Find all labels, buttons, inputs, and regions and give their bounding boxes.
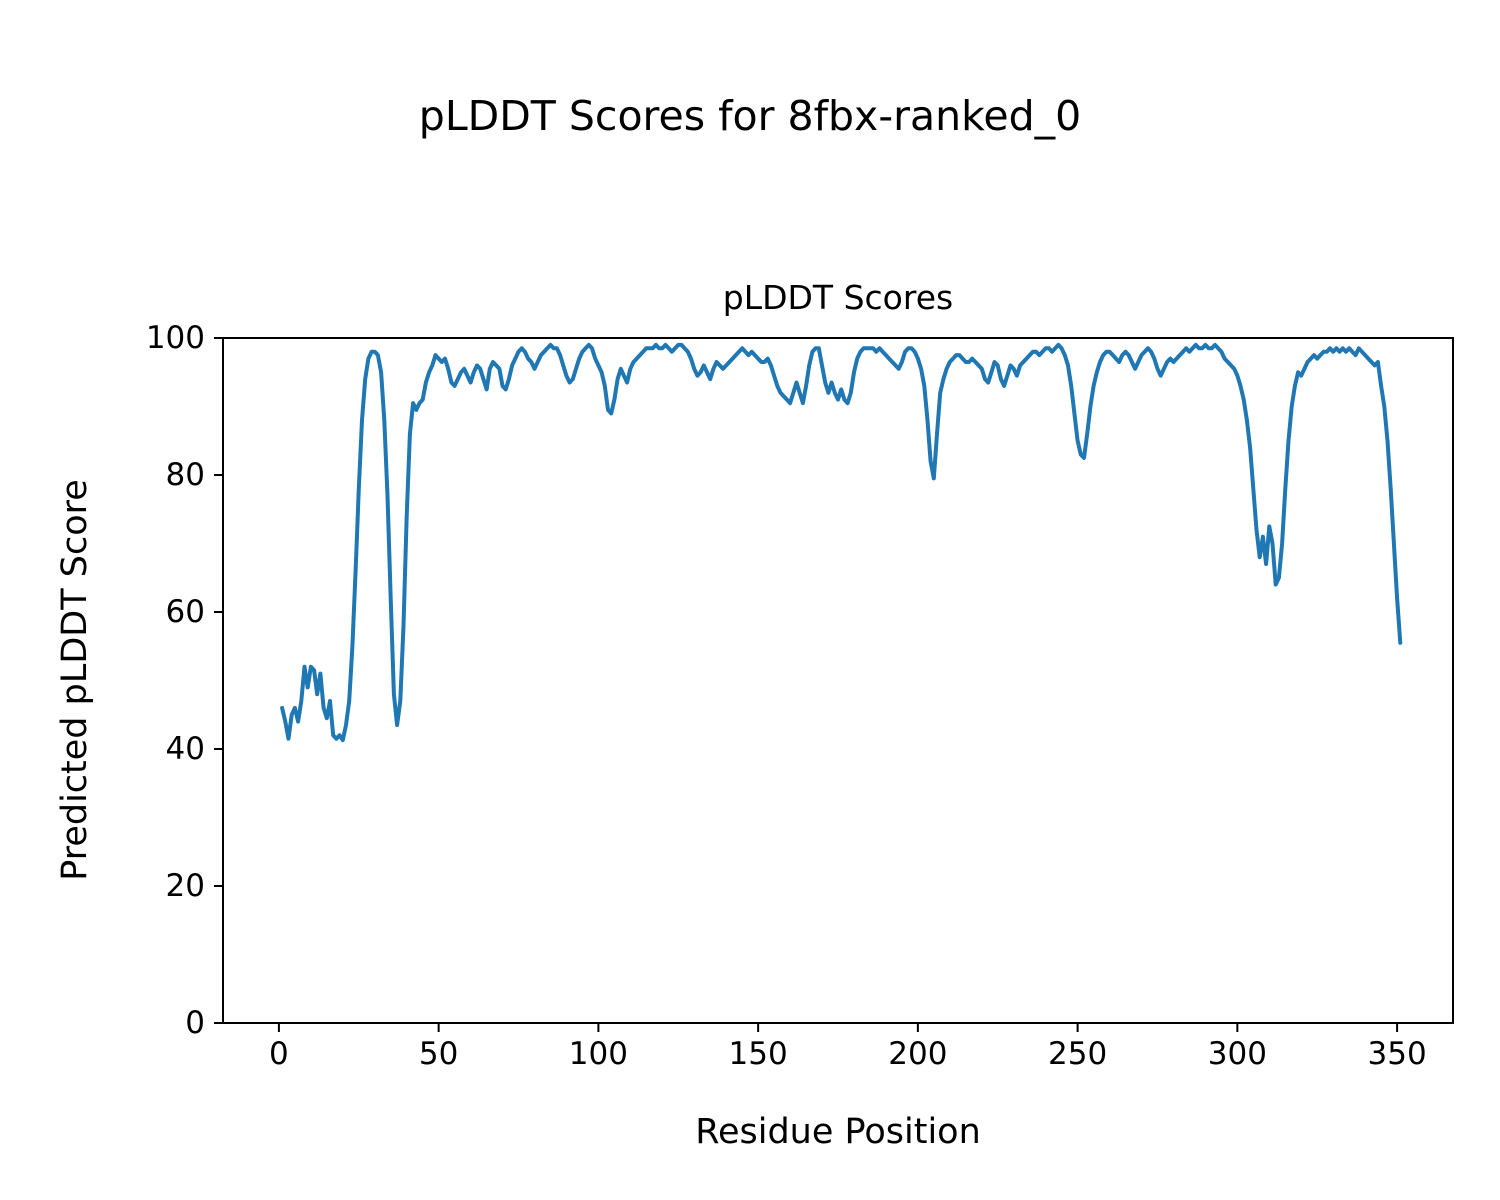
x-tick-label: 0 (269, 1036, 289, 1072)
y-tick-label: 20 (165, 868, 205, 904)
x-tick-label: 250 (1048, 1036, 1108, 1072)
x-tick-label: 300 (1207, 1036, 1267, 1072)
x-tick-label: 150 (728, 1036, 788, 1072)
axes-title: pLDDT Scores (722, 278, 954, 317)
x-tick-label: 350 (1367, 1036, 1427, 1072)
axes-frame (222, 337, 1454, 1024)
figure-title: pLDDT Scores for 8fbx-ranked_0 (418, 92, 1082, 140)
y-tick-label: 40 (165, 731, 205, 767)
y-tick-label: 80 (165, 457, 205, 493)
y-tick-label: 100 (145, 320, 205, 356)
x-tick-label: 200 (888, 1036, 948, 1072)
plddt-line (280, 342, 1403, 743)
x-tick-label: 100 (568, 1036, 628, 1072)
y-tick-label: 0 (185, 1005, 205, 1041)
y-tick-label: 60 (165, 594, 205, 630)
x-tick-label: 50 (418, 1036, 459, 1072)
x-axis-label: Residue Position (695, 1112, 981, 1152)
